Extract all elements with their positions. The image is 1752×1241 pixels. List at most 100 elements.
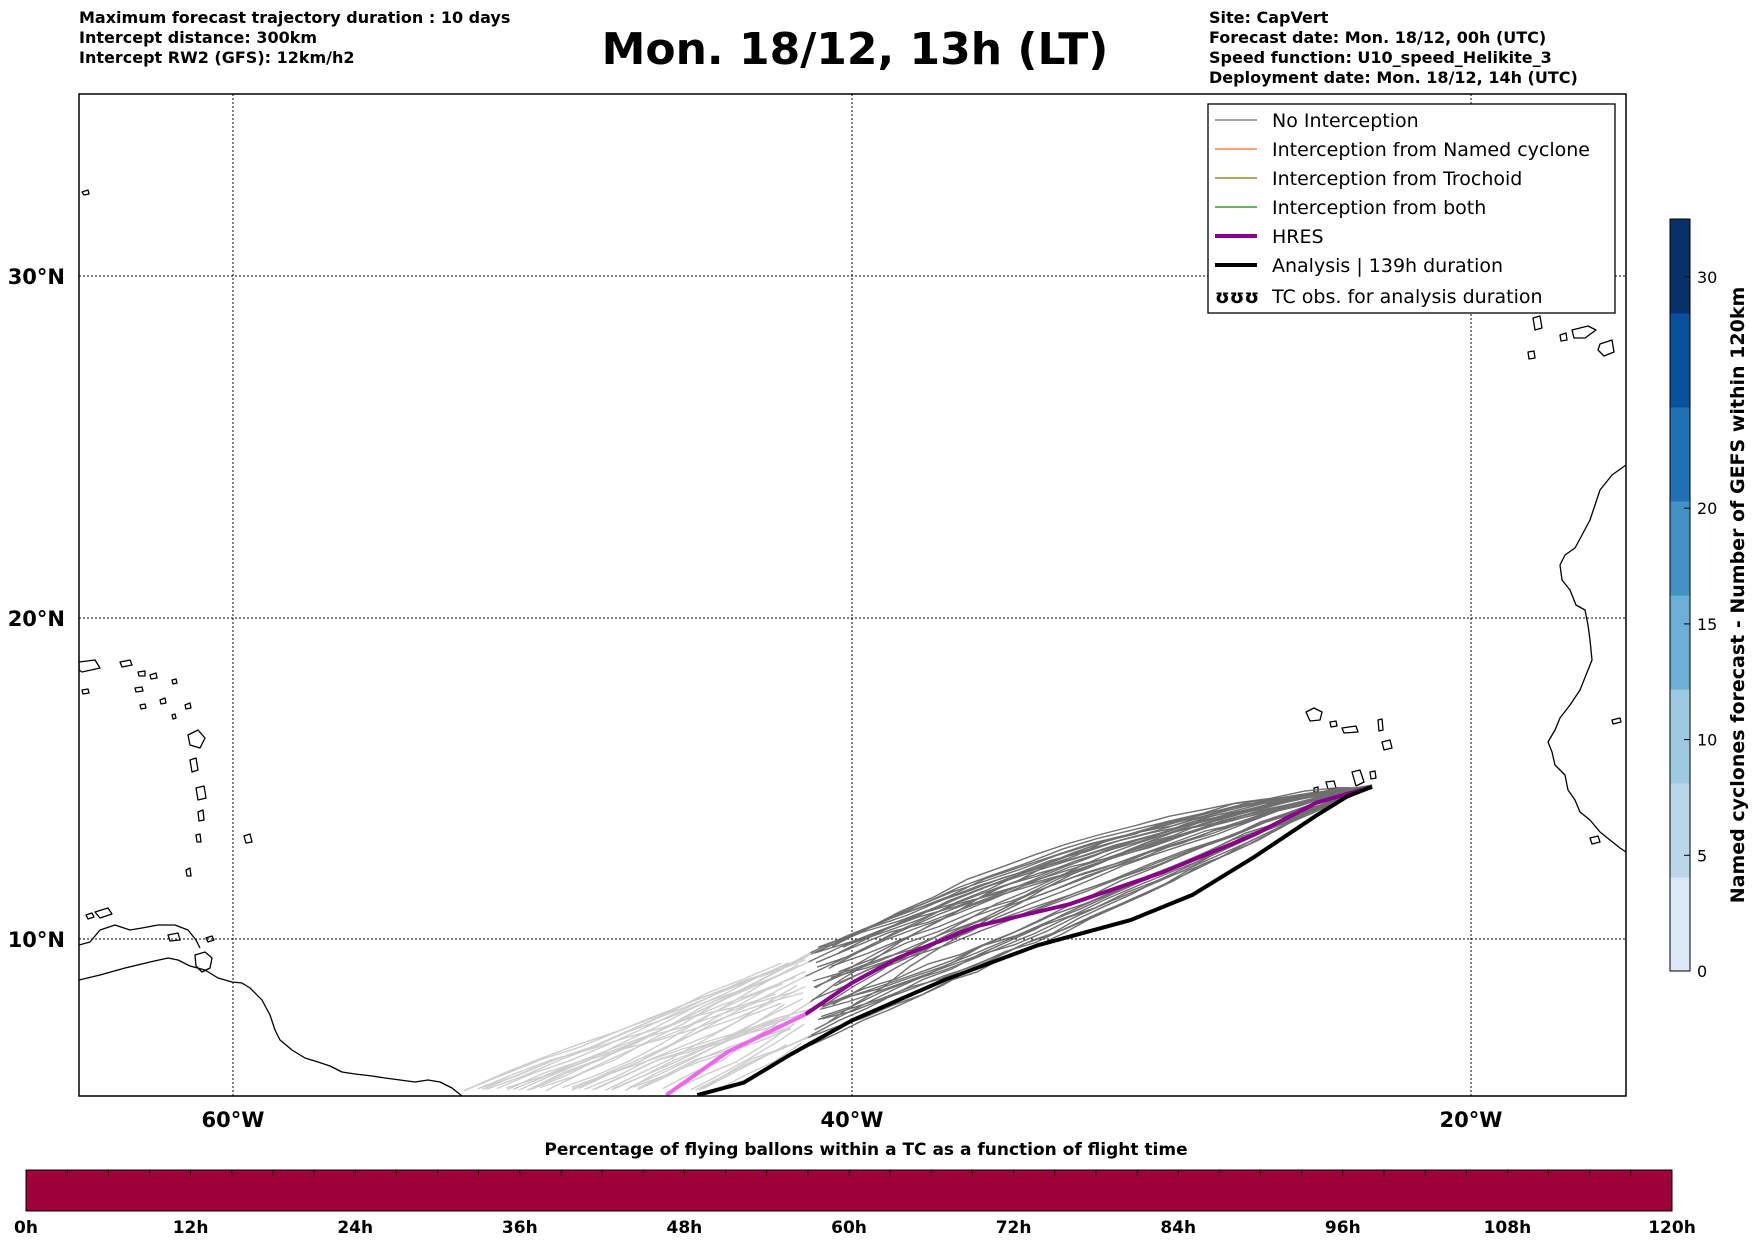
coastline-maio: [1369, 770, 1377, 780]
coastline-sal: [1377, 718, 1384, 732]
coastline-anguilla: [149, 672, 158, 680]
coastline-st-kitts: [159, 697, 167, 705]
coastline-montserrat: [171, 713, 177, 720]
coastline-santo-antao: [1305, 707, 1323, 722]
legend-label-trochoid: Interception from Trochoid: [1272, 168, 1522, 190]
ensemble-trajectory: [838, 786, 1373, 984]
colorbar-tick-label: 20: [1697, 499, 1717, 518]
ensemble-trajectory-tail: [518, 992, 804, 1091]
legend-label-tc-obs: TC obs. for analysis duration: [1271, 286, 1543, 308]
coastline-canary-a: [1532, 315, 1543, 331]
ensemble-trajectory-tail: [662, 1001, 811, 1090]
lon-tick-40w: 40°W: [821, 1108, 884, 1132]
colorbar-segment: [1670, 877, 1690, 972]
ensemble-trajectory: [842, 786, 1373, 948]
colorbar-tick-label: 30: [1697, 268, 1717, 287]
ensemble-trajectory-tail: [695, 1036, 809, 1091]
ensemble-trajectory-tail: [690, 1023, 805, 1091]
lat-tick-20n: 20°N: [8, 607, 65, 631]
coastline-martinique: [195, 785, 207, 801]
ensemble-trajectory: [811, 785, 1373, 1001]
ensemble-trajectory-tail: [592, 1022, 788, 1091]
legend-item-both: Interception from both: [1215, 197, 1486, 219]
deployment-date-text: Deployment date: Mon. 18/12, 14h (UTC): [1209, 68, 1578, 87]
page-title: Mon. 18/12, 13h (LT): [601, 24, 1109, 75]
coastline-islet-c: [81, 688, 90, 695]
flight-time-ticks: 0h 12h 24h 36h 48h 60h 72h 84h 96h 108h 120h: [14, 1170, 1696, 1238]
coastline-venezuela: [79, 924, 201, 949]
coastline-sao-vicente: [1329, 720, 1338, 728]
trajectory-ensemble-early: [805, 784, 1373, 1047]
legend-item-analysis: Analysis | 139h duration: [1215, 255, 1503, 277]
intercept-rw2-text: Intercept RW2 (GFS): 12km/h2: [79, 48, 355, 67]
legend-box: [1207, 103, 1616, 314]
ensemble-trajectory-tail: [612, 998, 804, 1090]
ensemble-trajectory-tail: [629, 1003, 785, 1088]
coastline-sao-nicolau: [1341, 725, 1359, 734]
colorbar-segment: [1670, 595, 1690, 690]
flight-time-tick-label: 72h: [996, 1218, 1032, 1238]
colorbar-frame: [1669, 218, 1691, 972]
ensemble-trajectory: [808, 786, 1373, 1047]
forecast-date-text: Forecast date: Mon. 18/12, 00h (UTC): [1209, 28, 1547, 47]
intercept-distance-text: Intercept distance: 300km: [79, 28, 318, 47]
legend-label-named-cyclone: Interception from Named cyclone: [1272, 139, 1590, 161]
coastline-boa-vista: [1381, 739, 1393, 751]
coastline-santiago: [1351, 769, 1365, 787]
colorbar-title: Named cyclones forecast - Number of GEFS…: [1727, 287, 1749, 904]
coastline-margarita: [167, 932, 181, 942]
colorbar-tick-label: 0: [1697, 962, 1707, 981]
colorbar-segment: [1670, 219, 1690, 314]
coastline-canary-c: [1571, 325, 1597, 339]
ensemble-trajectory-tail: [571, 970, 806, 1091]
coastline-antigua: [184, 702, 192, 710]
flight-time-tick-label: 12h: [173, 1218, 209, 1238]
cyclone-count-colorbar: 0 5 10 15 20 30 Named cyclones forecast - Num…: [1669, 218, 1749, 981]
colorbar-tick-label: 10: [1697, 731, 1717, 750]
legend-item-tc-obs: ʊʊʊ TC obs. for analysis duration: [1215, 286, 1543, 308]
ensemble-trajectory-tail: [572, 975, 807, 1090]
coastline-virgin-islands: [119, 659, 133, 668]
speed-function-text: Speed function: U10_speed_Helikite_3: [1209, 48, 1552, 67]
ensemble-trajectory-tail: [477, 993, 777, 1090]
map-frame: [78, 93, 1627, 1097]
colorbar-tick-label: 15: [1697, 615, 1717, 634]
flight-time-tick-label: 48h: [667, 1218, 703, 1238]
coastline-tortola: [137, 670, 146, 677]
coastline-senegal-islet: [1611, 717, 1622, 725]
coastline-africa: [1547, 464, 1626, 853]
hres-trajectory: [804, 784, 1373, 1016]
colorbar-segment: [1670, 501, 1690, 596]
ensemble-trajectory-tail: [463, 957, 805, 1092]
analysis-trajectory: [696, 784, 1373, 1096]
coastline-aruba: [85, 912, 95, 920]
coastline-st-vincent: [195, 833, 202, 843]
coastline-islet-a: [171, 678, 178, 685]
coastline-south-america: [79, 957, 463, 1096]
coastline-trinidad: [194, 951, 213, 973]
coastline-bijagos: [1589, 835, 1601, 845]
coastline-canary-d: [1597, 339, 1615, 357]
ensemble-trajectory-tail: [506, 976, 796, 1091]
flight-time-tick-label: 60h: [831, 1218, 867, 1238]
legend-item-trochoid: Interception from Trochoid: [1215, 168, 1522, 190]
flight-time-tick-label: 84h: [1160, 1218, 1196, 1238]
legend-label-analysis: Analysis | 139h duration: [1272, 255, 1503, 277]
map-legend: No Interception Interception from Named …: [1207, 103, 1616, 314]
ensemble-trajectory: [827, 787, 1373, 1023]
coastline-st-croix: [134, 686, 144, 693]
colorbar-segment: [1670, 407, 1690, 502]
legend-label-both: Interception from both: [1272, 197, 1486, 219]
colorbar-segments: [1670, 219, 1690, 972]
ensemble-trajectory: [817, 787, 1373, 1021]
coastline-tobago: [205, 935, 215, 943]
header-left-info: Maximum forecast trajectory duration : 1…: [79, 8, 510, 68]
flight-time-tick-label: 96h: [1325, 1218, 1361, 1238]
legend-label-no-interception: No Interception: [1272, 110, 1419, 132]
ensemble-trajectory-tail: [678, 1023, 795, 1089]
colorbar-segment: [1670, 689, 1690, 784]
ensemble-trajectory: [816, 786, 1373, 968]
coastline-grenada: [185, 867, 192, 877]
legend-item-no-interception: No Interception: [1215, 110, 1419, 132]
coastline-islet-b: [139, 703, 147, 710]
